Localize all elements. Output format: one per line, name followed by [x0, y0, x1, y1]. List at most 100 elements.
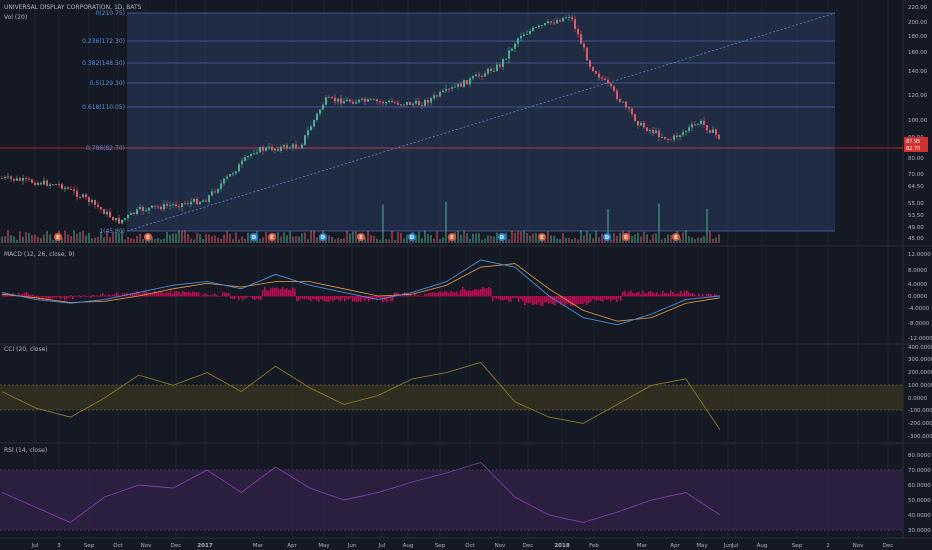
rsi-axis-label: 30.0000	[908, 528, 931, 534]
macd-histogram-bar	[316, 296, 318, 301]
macd-label: MACD (12, 26, close, 9)	[4, 251, 75, 258]
macd-histogram-bar	[374, 296, 376, 299]
candle-body	[133, 212, 135, 215]
macd-histogram-bar	[74, 295, 76, 297]
volume-bar	[553, 235, 555, 243]
volume-bar	[10, 235, 12, 243]
macd-histogram-bar	[164, 294, 166, 297]
macd-histogram-bar	[446, 291, 448, 297]
candle-body	[541, 25, 543, 27]
cci-band	[0, 385, 903, 410]
macd-histogram-bar	[426, 294, 428, 297]
candle-body	[661, 137, 663, 138]
volume-bar	[301, 233, 303, 243]
macd-histogram-bar	[676, 294, 678, 297]
fibonacci-level-label: 1(45.80)	[99, 228, 125, 235]
macd-histogram-bar	[196, 292, 198, 297]
macd-histogram-bar	[198, 292, 200, 297]
macd-histogram-bar	[490, 288, 492, 297]
candle-body	[52, 184, 54, 186]
macd-histogram-bar	[502, 296, 504, 301]
volume-bar	[718, 234, 720, 243]
macd-histogram-bar	[514, 296, 516, 298]
event-label: E	[56, 235, 60, 241]
volume-bar	[190, 238, 192, 243]
volume-bar	[685, 230, 687, 243]
macd-histogram-bar	[98, 296, 100, 297]
macd-histogram-bar	[188, 291, 190, 297]
candle-body	[64, 187, 66, 189]
candle-body	[412, 103, 414, 105]
volume-bar	[73, 230, 75, 243]
candle-body	[304, 135, 306, 145]
candle-body	[202, 200, 204, 202]
macd-histogram-bar	[362, 296, 364, 299]
volume-bar	[646, 234, 648, 243]
volume-bar	[526, 233, 528, 243]
candle-body	[391, 100, 393, 103]
macd-histogram-bar	[360, 296, 362, 302]
macd-histogram-bar	[498, 296, 500, 300]
candle-body	[379, 101, 381, 103]
volume-bar	[247, 232, 249, 243]
candle-body	[406, 102, 408, 105]
candle-body	[262, 147, 264, 151]
volume-bar	[337, 237, 339, 243]
volume-bar	[364, 237, 366, 243]
macd-histogram-bar	[652, 292, 654, 297]
macd-histogram-bar	[180, 294, 182, 297]
volume-bar	[298, 236, 300, 243]
candle-body	[631, 108, 633, 115]
volume-bar	[433, 238, 435, 243]
volume-bar	[472, 233, 474, 243]
candle-body	[397, 102, 399, 105]
volume-bar	[193, 239, 195, 243]
macd-histogram-bar	[264, 287, 266, 297]
volume-bar	[583, 235, 585, 243]
candle-body	[670, 139, 672, 141]
volume-bar	[631, 235, 633, 243]
macd-histogram-bar	[662, 290, 664, 297]
volume-bar	[478, 233, 480, 243]
candle-body	[328, 97, 330, 98]
macd-histogram-bar	[442, 292, 444, 297]
candle-body	[358, 99, 360, 103]
volume-bar	[643, 231, 645, 243]
volume-bar	[709, 230, 711, 243]
volume-bar	[241, 236, 243, 243]
macd-histogram-bar	[694, 294, 696, 297]
volume-bar	[595, 230, 597, 243]
event-marker	[54, 233, 62, 241]
volume-bar	[664, 237, 666, 243]
volume-bar	[334, 239, 336, 243]
volume-bar	[601, 233, 603, 243]
candle-body	[301, 144, 303, 149]
volume-bar	[442, 237, 444, 243]
macd-histogram-bar	[194, 292, 196, 297]
time-axis-label: Jul	[378, 543, 386, 549]
candle-body	[505, 58, 507, 60]
volume-bar	[658, 203, 660, 243]
candle-body	[499, 64, 501, 67]
macd-histogram-bar	[148, 294, 150, 297]
volume-bar	[34, 234, 36, 243]
candle-body	[676, 135, 678, 138]
price-tag-label: 87.95	[906, 139, 920, 145]
volume-bar	[220, 238, 222, 243]
macd-histogram-bar	[66, 296, 68, 300]
macd-histogram-bar	[162, 292, 164, 297]
candle-body	[442, 90, 444, 93]
candle-body	[556, 20, 558, 24]
volume-bar	[130, 238, 132, 243]
candle-body	[7, 176, 9, 178]
candle-body	[568, 17, 570, 18]
candle-body	[121, 219, 123, 224]
macd-histogram-bar	[586, 296, 588, 305]
macd-histogram-bar	[152, 293, 154, 297]
candle-body	[103, 209, 105, 215]
volume-bar	[670, 234, 672, 243]
macd-histogram-bar	[320, 296, 322, 300]
candle-body	[439, 92, 441, 97]
macd-histogram-bar	[492, 296, 494, 302]
candle-body	[337, 98, 339, 102]
